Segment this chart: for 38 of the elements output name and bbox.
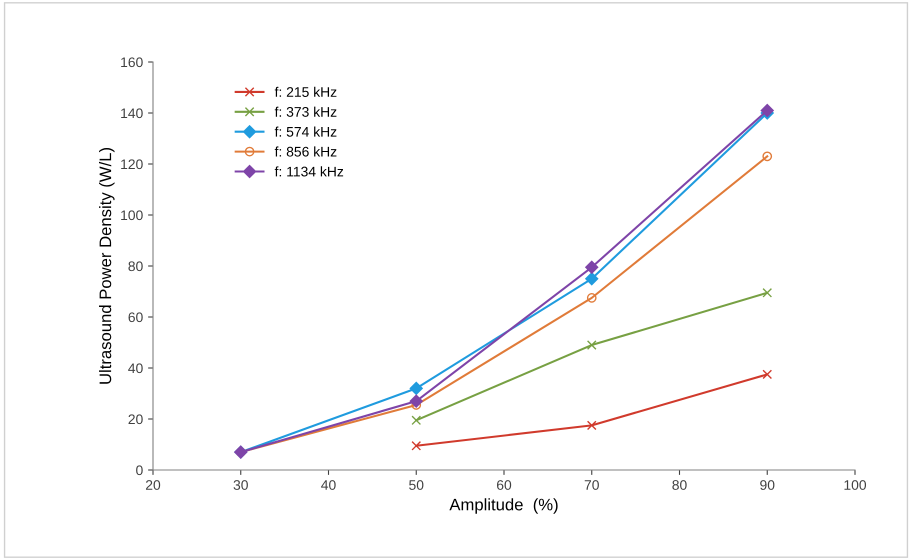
legend-label: f: 1134 kHz bbox=[274, 166, 344, 177]
y-tick-label: 140 bbox=[121, 108, 143, 118]
x-tick-label: 80 bbox=[672, 480, 687, 490]
point bbox=[585, 272, 598, 286]
legend-label: f: 856 kHz bbox=[274, 146, 336, 157]
x-tick-label: 30 bbox=[234, 480, 248, 490]
x-tick-label: 90 bbox=[760, 480, 774, 490]
y-tick-label: 40 bbox=[128, 363, 143, 374]
y-tick-label: 100 bbox=[121, 210, 143, 220]
y-tick-label: 20 bbox=[128, 414, 143, 424]
x-tick-label: 40 bbox=[321, 480, 336, 490]
point bbox=[762, 370, 772, 380]
x-tick-label: 60 bbox=[496, 480, 512, 490]
y-tick-label: 0 bbox=[136, 465, 143, 476]
y-tick-label: 160 bbox=[121, 57, 143, 68]
legend-label: f: 373 kHz bbox=[274, 106, 336, 117]
x-tick-label: 20 bbox=[146, 480, 160, 490]
x-tick-label: 70 bbox=[584, 480, 599, 490]
point bbox=[410, 382, 423, 395]
point bbox=[586, 420, 597, 430]
point bbox=[762, 288, 772, 298]
point bbox=[411, 440, 422, 451]
x-axis-title: Amplitude (%) bbox=[449, 498, 558, 514]
x-tick-label: 100 bbox=[844, 480, 866, 490]
point bbox=[585, 260, 598, 274]
legend-label: f: 215 kHz bbox=[274, 86, 336, 97]
point bbox=[411, 415, 422, 426]
point bbox=[586, 293, 597, 303]
y-tick-label: 120 bbox=[121, 159, 143, 170]
point bbox=[410, 394, 423, 408]
legend-label: f: 574 kHz bbox=[274, 126, 336, 137]
point bbox=[762, 151, 772, 162]
point bbox=[586, 340, 597, 350]
y-tick-label: 80 bbox=[128, 261, 143, 272]
x-tick-label: 50 bbox=[409, 480, 424, 490]
y-axis-title: Ultrasound Power Density (W/L) bbox=[99, 148, 115, 384]
y-tick-label: 60 bbox=[128, 312, 143, 322]
point bbox=[760, 104, 774, 118]
